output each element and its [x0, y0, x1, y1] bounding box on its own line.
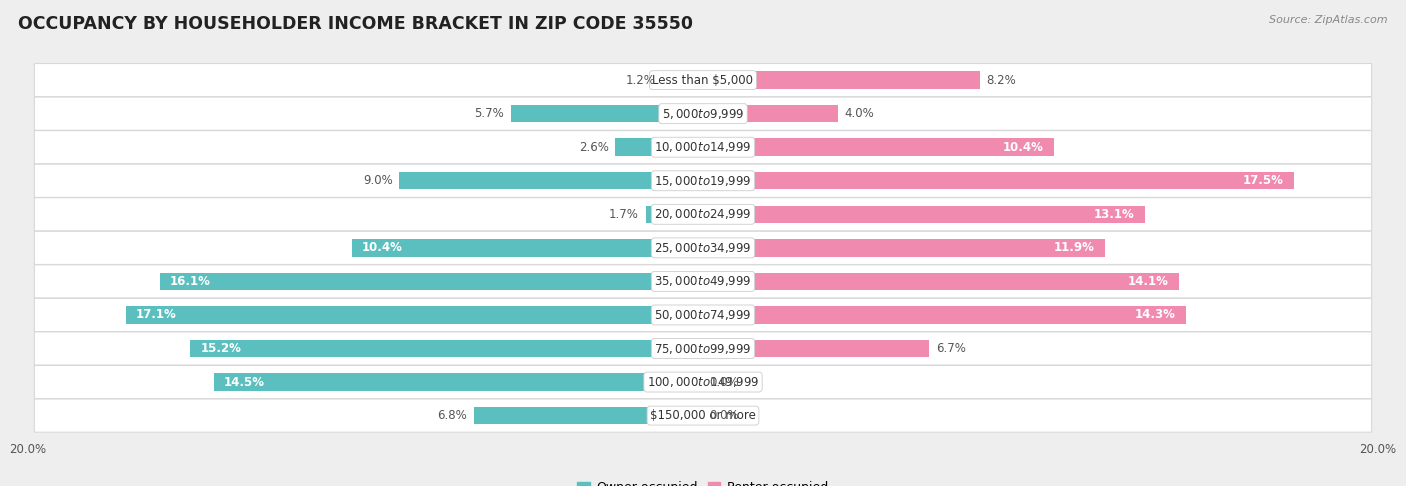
- FancyBboxPatch shape: [34, 231, 1372, 264]
- Text: 10.4%: 10.4%: [1002, 141, 1043, 154]
- Bar: [214, 373, 703, 391]
- Text: 2.6%: 2.6%: [579, 141, 609, 154]
- Text: 15.2%: 15.2%: [200, 342, 240, 355]
- Bar: [127, 306, 703, 324]
- Bar: [703, 71, 980, 89]
- Bar: [703, 172, 1294, 190]
- Text: OCCUPANCY BY HOUSEHOLDER INCOME BRACKET IN ZIP CODE 35550: OCCUPANCY BY HOUSEHOLDER INCOME BRACKET …: [18, 15, 693, 33]
- Bar: [474, 407, 703, 424]
- Text: $75,000 to $99,999: $75,000 to $99,999: [654, 342, 752, 355]
- FancyBboxPatch shape: [34, 198, 1372, 231]
- Text: 1.7%: 1.7%: [609, 208, 638, 221]
- Text: 17.1%: 17.1%: [136, 309, 177, 321]
- FancyBboxPatch shape: [34, 298, 1372, 331]
- Text: 17.5%: 17.5%: [1243, 174, 1284, 187]
- Bar: [399, 172, 703, 190]
- Text: 9.0%: 9.0%: [363, 174, 392, 187]
- FancyBboxPatch shape: [34, 265, 1372, 298]
- Text: $25,000 to $34,999: $25,000 to $34,999: [654, 241, 752, 255]
- Text: Source: ZipAtlas.com: Source: ZipAtlas.com: [1270, 15, 1388, 25]
- Text: 1.2%: 1.2%: [626, 73, 655, 87]
- Bar: [510, 105, 703, 122]
- Text: 8.2%: 8.2%: [987, 73, 1017, 87]
- FancyBboxPatch shape: [34, 399, 1372, 432]
- Text: 4.0%: 4.0%: [845, 107, 875, 120]
- Text: Less than $5,000: Less than $5,000: [652, 73, 754, 87]
- Bar: [190, 340, 703, 357]
- Bar: [645, 206, 703, 223]
- Bar: [703, 273, 1178, 290]
- Text: 14.1%: 14.1%: [1128, 275, 1168, 288]
- FancyBboxPatch shape: [34, 64, 1372, 97]
- Text: $150,000 or more: $150,000 or more: [650, 409, 756, 422]
- Text: $10,000 to $14,999: $10,000 to $14,999: [654, 140, 752, 154]
- Text: $15,000 to $19,999: $15,000 to $19,999: [654, 174, 752, 188]
- Text: 16.1%: 16.1%: [170, 275, 211, 288]
- Bar: [352, 239, 703, 257]
- Bar: [703, 340, 929, 357]
- Bar: [703, 206, 1144, 223]
- Text: $20,000 to $24,999: $20,000 to $24,999: [654, 208, 752, 221]
- Bar: [616, 139, 703, 156]
- FancyBboxPatch shape: [34, 131, 1372, 164]
- Bar: [662, 71, 703, 89]
- FancyBboxPatch shape: [34, 97, 1372, 130]
- Text: 14.3%: 14.3%: [1135, 309, 1175, 321]
- Text: $35,000 to $49,999: $35,000 to $49,999: [654, 275, 752, 288]
- Text: 13.1%: 13.1%: [1094, 208, 1135, 221]
- Text: 5.7%: 5.7%: [474, 107, 503, 120]
- Text: 6.8%: 6.8%: [437, 409, 467, 422]
- Bar: [703, 306, 1185, 324]
- Text: $5,000 to $9,999: $5,000 to $9,999: [662, 106, 744, 121]
- Text: 6.7%: 6.7%: [936, 342, 966, 355]
- Text: 11.9%: 11.9%: [1053, 242, 1094, 254]
- Bar: [703, 105, 838, 122]
- Text: 10.4%: 10.4%: [363, 242, 404, 254]
- Legend: Owner-occupied, Renter-occupied: Owner-occupied, Renter-occupied: [572, 476, 834, 486]
- Text: $50,000 to $74,999: $50,000 to $74,999: [654, 308, 752, 322]
- Bar: [703, 239, 1105, 257]
- FancyBboxPatch shape: [34, 365, 1372, 399]
- Text: 0.0%: 0.0%: [710, 409, 740, 422]
- Bar: [703, 139, 1054, 156]
- Text: $100,000 to $149,999: $100,000 to $149,999: [647, 375, 759, 389]
- FancyBboxPatch shape: [34, 164, 1372, 197]
- Text: 0.0%: 0.0%: [710, 376, 740, 388]
- Text: 14.5%: 14.5%: [224, 376, 264, 388]
- FancyBboxPatch shape: [34, 332, 1372, 365]
- Bar: [160, 273, 703, 290]
